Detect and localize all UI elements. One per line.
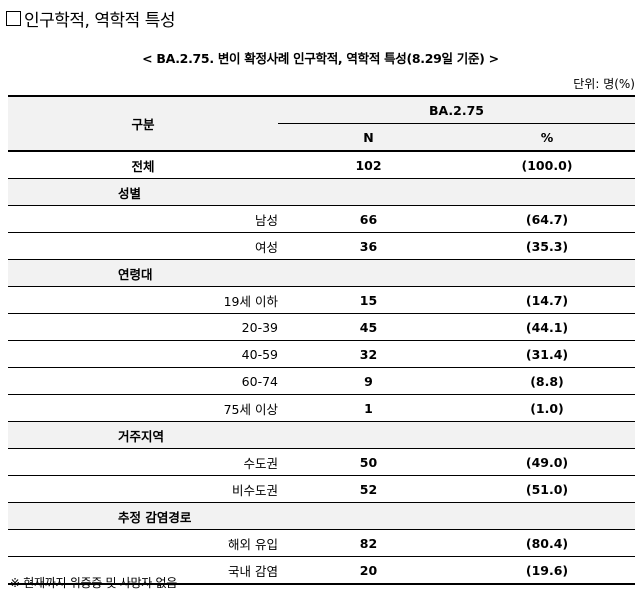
section-title: 성별 bbox=[8, 178, 278, 206]
section-row: 연령대 bbox=[8, 259, 635, 287]
total-n: 102 bbox=[278, 151, 459, 179]
table-row: 60-74 9 (8.8) bbox=[8, 367, 635, 395]
row-pct: (8.8) bbox=[459, 367, 635, 395]
total-pct: (100.0) bbox=[459, 151, 635, 179]
section-empty-cell bbox=[278, 259, 459, 287]
row-n: 82 bbox=[278, 529, 459, 557]
row-label: 남성 bbox=[8, 205, 278, 233]
row-label: 국내 감염 bbox=[8, 556, 278, 585]
section-empty-cell bbox=[278, 178, 459, 206]
section-title: 추정 감염경로 bbox=[8, 502, 278, 530]
table-row: 여성 36 (35.3) bbox=[8, 232, 635, 260]
row-label: 수도권 bbox=[8, 448, 278, 476]
row-label: 60-74 bbox=[8, 367, 278, 395]
section-row: 거주지역 bbox=[8, 421, 635, 449]
section-title: 거주지역 bbox=[8, 421, 278, 449]
row-n: 50 bbox=[278, 448, 459, 476]
unit-label: 단위: 명(%) bbox=[573, 77, 635, 91]
characteristics-table: 구분 BA.2.75 N % 전체 102 (100.0) 성별 남성 66 (64.… bbox=[8, 95, 635, 585]
row-n: 36 bbox=[278, 232, 459, 260]
section-empty-cell bbox=[278, 502, 459, 530]
header-category: 구분 bbox=[8, 95, 278, 152]
table-row: 20-39 45 (44.1) bbox=[8, 313, 635, 341]
row-pct: (1.0) bbox=[459, 394, 635, 422]
table-row: 수도권 50 (49.0) bbox=[8, 448, 635, 476]
total-label: 전체 bbox=[8, 151, 278, 179]
checkbox-square-icon bbox=[6, 10, 21, 26]
row-pct: (51.0) bbox=[459, 475, 635, 503]
section-empty-cell bbox=[459, 421, 635, 449]
row-pct: (14.7) bbox=[459, 286, 635, 314]
table-row: 국내 감염 20 (19.6) bbox=[8, 556, 635, 585]
row-label: 여성 bbox=[8, 232, 278, 260]
header-group: BA.2.75 bbox=[278, 95, 635, 124]
section-empty-cell bbox=[459, 502, 635, 530]
section-empty-cell bbox=[278, 421, 459, 449]
row-n: 45 bbox=[278, 313, 459, 341]
row-n: 20 bbox=[278, 556, 459, 585]
row-pct: (44.1) bbox=[459, 313, 635, 341]
row-label: 19세 이하 bbox=[8, 286, 278, 314]
section-empty-cell bbox=[459, 178, 635, 206]
header-pct: % bbox=[459, 123, 635, 152]
table-row-total: 전체 102 (100.0) bbox=[8, 151, 635, 179]
row-n: 66 bbox=[278, 205, 459, 233]
row-label: 비수도권 bbox=[8, 475, 278, 503]
row-pct: (49.0) bbox=[459, 448, 635, 476]
table-caption: < BA.2.75. 변이 확정사례 인구학적, 역학적 특성(8.29일 기준… bbox=[142, 51, 499, 66]
row-pct: (19.6) bbox=[459, 556, 635, 585]
row-n: 1 bbox=[278, 394, 459, 422]
row-pct: (64.7) bbox=[459, 205, 635, 233]
table-row: 해외 유입 82 (80.4) bbox=[8, 529, 635, 557]
row-label: 75세 이상 bbox=[8, 394, 278, 422]
row-label: 40-59 bbox=[8, 340, 278, 368]
row-n: 32 bbox=[278, 340, 459, 368]
header-n: N bbox=[278, 123, 459, 152]
section-heading: 인구학적, 역학적 특성 bbox=[6, 6, 175, 31]
table-row: 75세 이상 1 (1.0) bbox=[8, 394, 635, 422]
table-row: 19세 이하 15 (14.7) bbox=[8, 286, 635, 314]
row-n: 52 bbox=[278, 475, 459, 503]
table-row: 남성 66 (64.7) bbox=[8, 205, 635, 233]
row-label: 20-39 bbox=[8, 313, 278, 341]
table-row: 40-59 32 (31.4) bbox=[8, 340, 635, 368]
section-row: 성별 bbox=[8, 178, 635, 206]
row-label: 해외 유입 bbox=[8, 529, 278, 557]
footnote: ※ 현재까지 위중증 및 사망자 없음 bbox=[10, 576, 177, 590]
table-row: 비수도권 52 (51.0) bbox=[8, 475, 635, 503]
row-pct: (80.4) bbox=[459, 529, 635, 557]
row-pct: (35.3) bbox=[459, 232, 635, 260]
row-n: 15 bbox=[278, 286, 459, 314]
section-title: 연령대 bbox=[8, 259, 278, 287]
section-heading-text: 인구학적, 역학적 특성 bbox=[24, 10, 175, 31]
section-row: 추정 감염경로 bbox=[8, 502, 635, 530]
section-empty-cell bbox=[459, 259, 635, 287]
row-n: 9 bbox=[278, 367, 459, 395]
row-pct: (31.4) bbox=[459, 340, 635, 368]
